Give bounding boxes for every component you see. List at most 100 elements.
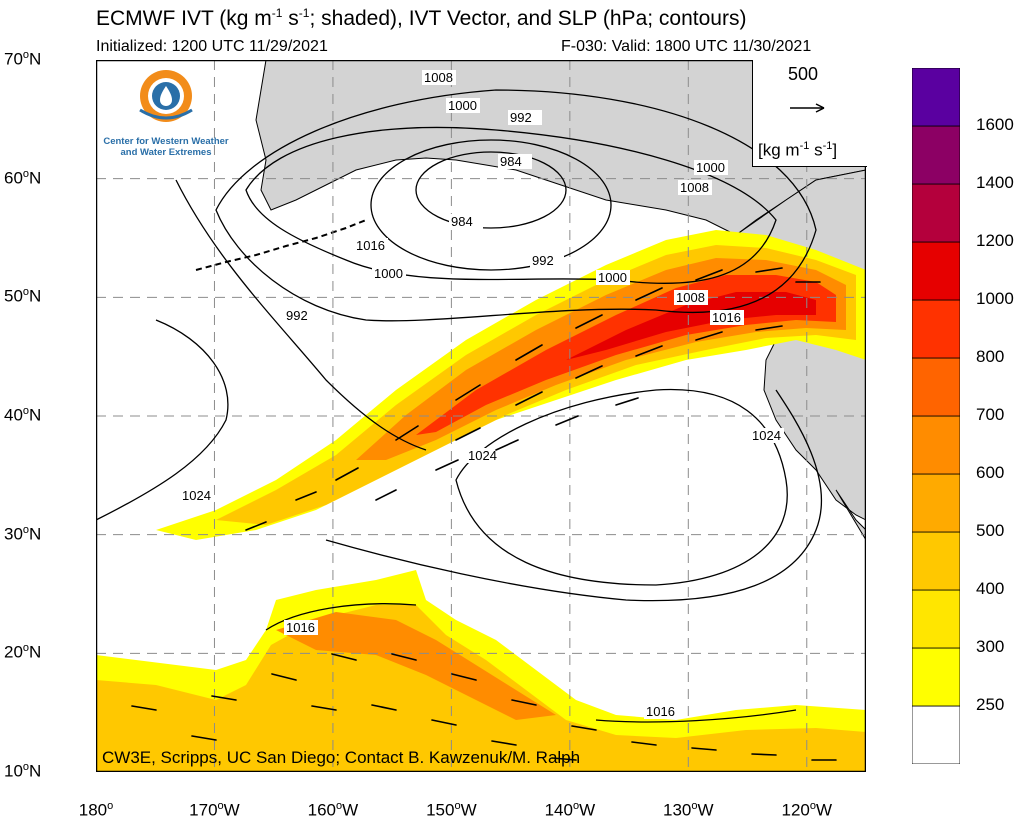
low-984-contour (415, 151, 567, 229)
slp-label-bg (372, 266, 406, 281)
ivt-map: 1008 1000 992 984 984 992 1000 1008 1016 1000 992 1… (96, 60, 866, 772)
colorbar-segment (912, 415, 960, 475)
slp-label-bg (449, 214, 483, 229)
slp-label-bg (750, 428, 784, 443)
logo-line-2: and Water Extremes (120, 147, 212, 158)
reference-vector-value: 500 (788, 64, 819, 84)
lon-tick-label: 150oW (426, 800, 477, 820)
slp-label-bg (694, 160, 728, 175)
slp-contour-label: 1024 (468, 448, 497, 463)
colorbar-segment (912, 589, 960, 649)
slp-contour-label: 984 (500, 154, 522, 169)
tropical-ivt-600 (276, 612, 556, 720)
slp-contour-label: 1016 (286, 620, 315, 635)
colorbar-segment (912, 357, 960, 417)
baja-mexico (835, 489, 866, 541)
colorbar-segment (912, 473, 960, 533)
low-1008-contour (215, 89, 817, 322)
ivt-colorbar (912, 68, 960, 764)
colorbar-segment (912, 183, 960, 243)
slp-contour-label: 1024 (752, 428, 781, 443)
ivt-vectors (131, 267, 837, 761)
lon-tick-label: 130oW (663, 800, 714, 820)
slp-contour-label: 1016 (712, 310, 741, 325)
lat-tick-label: 40oN (4, 405, 42, 425)
slp-contour-label: 984 (451, 214, 473, 229)
reference-vector-unit: [kg m-1 s-1] (758, 140, 838, 160)
colorbar-segment (912, 241, 960, 301)
slp-contour-label: 992 (510, 110, 532, 125)
contour-1024-west (96, 319, 229, 521)
map-frame (96, 60, 866, 772)
initialized-time: Initialized: 1200 UTC 11/29/2021 (96, 38, 328, 55)
lon-tick-label: 120oW (781, 800, 833, 820)
slp-contour-label: 1016 (646, 704, 675, 719)
valid-time: F-030: Valid: 1800 UTC 11/30/2021 (561, 38, 812, 55)
slp-contour-label: 1000 (374, 266, 403, 281)
lat-tick-label: 10oN (4, 761, 42, 781)
reference-arrow-icon (790, 103, 825, 113)
low-1000-contour (245, 126, 777, 285)
high-1024-contour (455, 388, 788, 586)
colorbar-segment (912, 125, 960, 185)
slp-label-layer: 1008 1000 992 984 984 992 1000 1008 1016 1000 992 1… (180, 70, 784, 719)
slp-label-bg (596, 270, 630, 285)
colorbar-level-label: 800 (976, 347, 1005, 366)
chart-title: ECMWF IVT (kg m-1 s-1; shaded), IVT Vect… (96, 6, 747, 30)
contour-1016-tropical (265, 603, 797, 723)
colorbar-segment (912, 647, 960, 707)
slp-label-bg (446, 98, 480, 113)
colorbar-level-label: 600 (976, 463, 1005, 482)
slp-label-bg (710, 310, 744, 325)
colorbar-level-label: 1200 (976, 231, 1014, 250)
lon-tick-label: 180o (78, 800, 114, 820)
slp-label-bg (284, 308, 318, 323)
colorbar-level-label: 300 (976, 637, 1005, 656)
lat-tick-label: 30oN (4, 523, 42, 544)
slp-contour-label: 1008 (676, 290, 705, 305)
slp-label-bg (508, 110, 542, 125)
slp-label-bg (498, 154, 532, 169)
slp-label-bg (284, 620, 318, 635)
lat-tick-label: 50oN (4, 286, 42, 306)
colorbar-segment (912, 68, 960, 127)
credit-text: CW3E, Scripps, UC San Diego; Contact B. … (102, 748, 581, 767)
low-992-contour (370, 139, 612, 271)
slp-label-bg (678, 180, 712, 195)
lon-tick-label: 160oW (307, 800, 359, 820)
logo-line-1: Center for Western Weather (103, 136, 229, 147)
colorbar-level-label: 250 (976, 695, 1005, 714)
colorbar-segment (912, 531, 960, 591)
slp-label-bg (530, 253, 564, 268)
lat-lon-grid (96, 60, 866, 772)
colorbar-segment (912, 299, 960, 359)
colorbar-segment (912, 705, 960, 764)
slp-contours (96, 89, 822, 723)
slp-label-bg (180, 488, 214, 503)
slp-contour-label: 992 (532, 253, 554, 268)
lat-tick-label: 70oN (4, 49, 42, 69)
ar-ivt-1000 (566, 292, 816, 360)
slp-label-bg (354, 238, 388, 253)
slp-label-bg (674, 290, 708, 305)
slp-contour-label: 1016 (356, 238, 385, 253)
reference-vector-box (752, 60, 867, 167)
slp-contour-label: 1024 (182, 488, 211, 503)
colorbar-level-label: 1600 (976, 115, 1014, 134)
colorbar-level-label: 400 (976, 579, 1005, 598)
colorbar-level-label: 700 (976, 405, 1005, 424)
slp-label-bg (644, 704, 678, 719)
lat-tick-label: 20oN (4, 642, 42, 662)
slp-contour-label: 1008 (424, 70, 453, 85)
slp-contour-label: 1008 (680, 180, 709, 195)
lon-tick-label: 170oW (189, 800, 240, 820)
aleutian-islands (195, 219, 367, 271)
colorbar-level-label: 1000 (976, 289, 1014, 308)
slp-contour-label: 1000 (598, 270, 627, 285)
cw3e-logo-icon (139, 70, 193, 122)
slp-label-bg (422, 70, 456, 85)
colorbar-level-label: 1400 (976, 173, 1014, 192)
colorbar-level-label: 500 (976, 521, 1005, 540)
slp-contour-label: 1000 (696, 160, 725, 175)
lat-tick-label: 60oN (4, 167, 42, 188)
